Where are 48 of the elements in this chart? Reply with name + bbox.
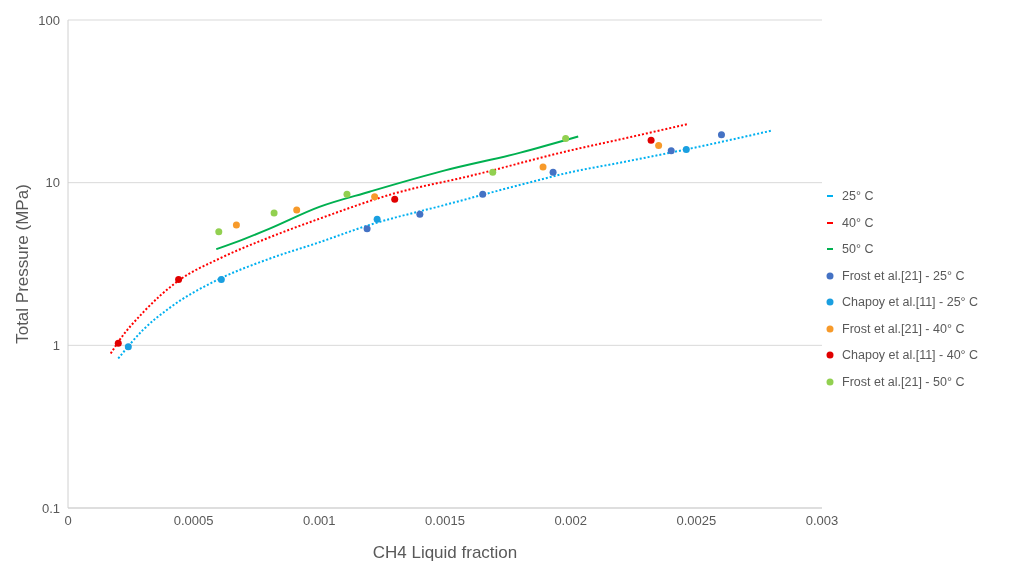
legend-label: Frost et al.[21] - 40° C	[842, 321, 965, 336]
point	[114, 339, 122, 347]
legend-label: Chapoy et al.[11] - 25° C	[842, 295, 979, 310]
point	[667, 147, 675, 155]
point	[416, 210, 424, 218]
point	[539, 163, 547, 171]
legend-label: 50° C	[842, 242, 874, 257]
line-series	[109, 122, 690, 355]
y-tick-label: 1	[52, 337, 60, 353]
point	[217, 275, 225, 283]
point	[655, 142, 663, 150]
line-series	[117, 129, 773, 360]
point	[682, 145, 690, 153]
y-tick-label: 10	[45, 175, 60, 191]
x-tick-label: 0.002	[554, 513, 587, 529]
x-tick-label: 0	[64, 513, 72, 529]
point	[479, 190, 487, 198]
point	[647, 136, 655, 144]
point	[391, 195, 399, 203]
legend-label: 25° C	[842, 189, 874, 204]
point	[175, 275, 183, 283]
x-tick-label: 0.0005	[173, 513, 214, 529]
point	[215, 228, 223, 236]
point	[549, 168, 557, 176]
x-tick-label: 0.0015	[425, 513, 465, 529]
legend-label: Chapoy et al.[11] - 40° C	[842, 348, 979, 363]
x-tick-label: 0.003	[805, 513, 839, 529]
point	[270, 209, 278, 217]
point	[343, 190, 351, 198]
point	[717, 131, 725, 139]
point	[293, 206, 301, 214]
x-tick-label: 0.001	[303, 513, 336, 529]
x-axis-title: CH4 Liquid fraction	[372, 543, 518, 562]
x-tick-label: 0.0025	[676, 513, 717, 529]
y-axis-title: Total Pressure (MPa)	[13, 184, 33, 344]
point	[232, 221, 240, 229]
point	[562, 134, 570, 142]
legend-label: Frost et al.[21] - 50° C	[842, 374, 965, 389]
point	[363, 225, 371, 233]
line-series	[215, 135, 580, 251]
legend-label: Frost et al.[21] - 25° C	[842, 268, 965, 283]
legend-label: 40° C	[842, 215, 874, 230]
point	[371, 193, 379, 201]
y-tick-label: 0.1	[41, 500, 60, 516]
point	[124, 343, 132, 351]
point	[373, 215, 381, 223]
point	[489, 168, 497, 176]
y-tick-label: 100	[38, 12, 60, 28]
